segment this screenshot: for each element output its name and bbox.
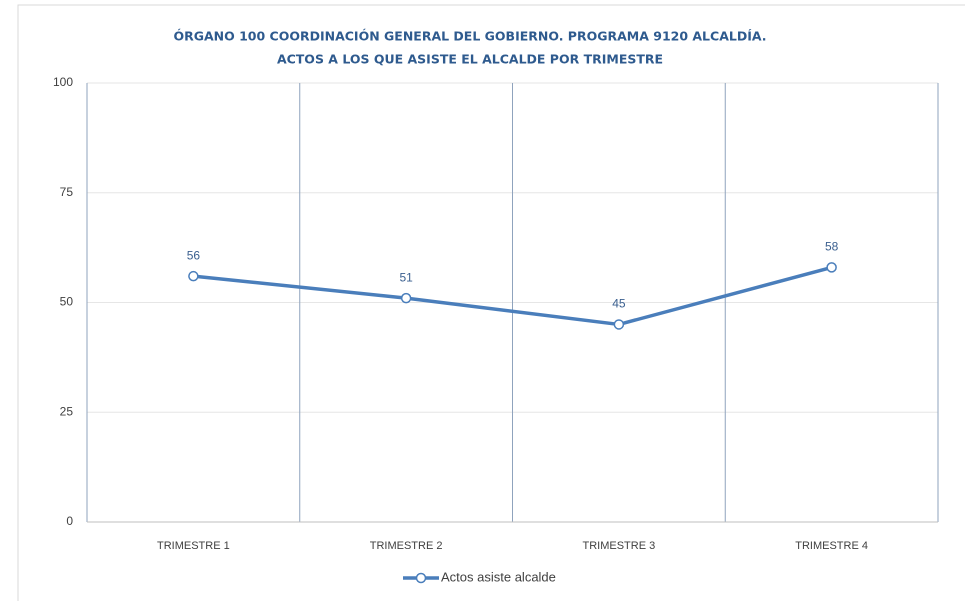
- data-label: 45: [612, 297, 626, 311]
- chart-title: ACTOS A LOS QUE ASISTE EL ALCALDE POR TR…: [277, 52, 663, 67]
- legend-label: Actos asiste alcalde: [441, 569, 556, 584]
- data-label: 58: [825, 240, 839, 254]
- point-marker: [826, 262, 837, 273]
- point-marker: [188, 270, 199, 282]
- y-tick-label: 0: [66, 514, 73, 528]
- point-marker: [400, 292, 412, 304]
- point-marker: [613, 319, 625, 330]
- data-label: 51: [399, 270, 413, 284]
- y-tick-label: 75: [60, 185, 74, 199]
- y-tick-label: 50: [60, 295, 74, 309]
- data-label: 56: [187, 248, 201, 262]
- chart-title: ÓRGANO 100 COORDINACIÓN GENERAL DEL GOBI…: [173, 29, 766, 44]
- y-tick-label: 100: [53, 75, 73, 89]
- x-tick-label: TRIMESTRE 3: [583, 540, 656, 552]
- x-tick-label: TRIMESTRE 1: [157, 540, 230, 552]
- legend-marker: [415, 572, 427, 584]
- y-tick-label: 25: [60, 404, 74, 418]
- x-tick-label: TRIMESTRE 2: [370, 540, 443, 552]
- x-tick-label: TRIMESTRE 4: [795, 540, 868, 552]
- line-series: [193, 265, 833, 327]
